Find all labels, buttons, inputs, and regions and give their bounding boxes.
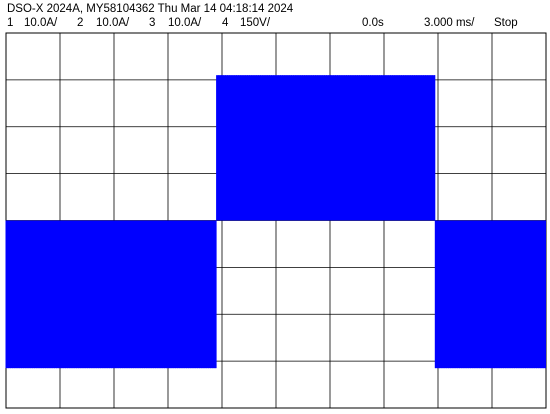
channel-2-number: 2 <box>77 17 84 29</box>
channel-2-scale: 10.0A/ <box>96 17 130 29</box>
channel-3-scale: 10.0A/ <box>168 17 202 29</box>
scope-title: DSO-X 2024A, MY58104362 Thu Mar 14 04:18… <box>7 3 294 15</box>
channel-1-number: 1 <box>7 17 14 29</box>
trace-burst-0 <box>5 220 216 369</box>
trace-burst-2 <box>434 220 546 369</box>
channel-4-number: 4 <box>222 17 229 29</box>
time-delay: 0.0s <box>362 17 384 29</box>
channel-4-scale: 150V/ <box>240 17 271 29</box>
channel-1-scale: 10.0A/ <box>24 17 58 29</box>
channel-3-number: 3 <box>149 17 156 29</box>
waveform-trace <box>5 75 546 369</box>
run-state: Stop <box>494 17 518 29</box>
trace-burst-1 <box>216 75 435 221</box>
time-scale: 3.000 ms/ <box>424 17 475 29</box>
